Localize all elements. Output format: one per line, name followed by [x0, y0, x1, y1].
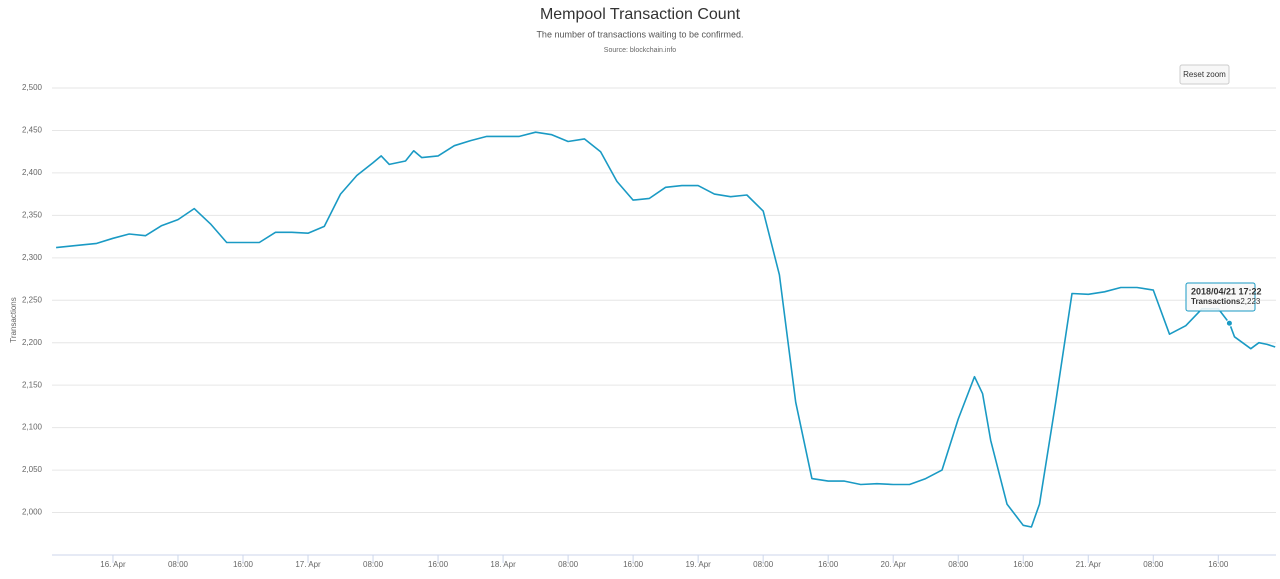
tooltip-title: 2018/04/21 17:22: [1191, 286, 1262, 296]
x-tick-label: 08:00: [363, 560, 384, 569]
series-line: [56, 131, 1276, 528]
x-tick-label: 20. Apr: [881, 560, 907, 569]
tooltip-value: 2,223: [1240, 297, 1261, 306]
x-tick-label: 16:00: [428, 560, 449, 569]
chart-source: Source: blockchain.info: [604, 47, 676, 54]
y-axis-title: Transactions: [9, 297, 18, 343]
x-tick-label: 16:00: [818, 560, 839, 569]
x-tick-label: 16:00: [1208, 560, 1229, 569]
y-tick-label: 2,200: [22, 338, 43, 347]
x-tick-label: 18. Apr: [490, 560, 516, 569]
x-tick-label: 16:00: [1013, 560, 1034, 569]
x-tick-label: 19. Apr: [685, 560, 711, 569]
tooltip-series: Transactions: [1191, 297, 1241, 306]
x-tick-label: 16:00: [623, 560, 644, 569]
x-tick-label: 16:00: [233, 560, 254, 569]
button-frame[interactable]: [1179, 64, 1230, 85]
reset-zoom-button[interactable]: Reset zoom: [1179, 64, 1230, 85]
button-label[interactable]: Reset zoom: [1183, 70, 1226, 79]
y-tick-label: 2,350: [22, 210, 43, 219]
tooltip-box: [1185, 282, 1256, 312]
x-tick-label: 21. Apr: [1076, 560, 1102, 569]
hover-marker: [1225, 319, 1233, 327]
tooltip: 2018/04/21 17:22Transactions2,223: [1185, 282, 1262, 312]
x-tick-label: 08:00: [168, 560, 189, 569]
y-tick-label: 2,150: [22, 380, 43, 389]
x-tick-label: 16. Apr: [100, 560, 126, 569]
x-tick-label: 17. Apr: [295, 560, 321, 569]
x-tick-label: 08:00: [948, 560, 969, 569]
y-tick-label: 2,050: [22, 465, 43, 474]
y-tick-label: 2,500: [22, 83, 43, 92]
y-tick-label: 2,400: [22, 168, 43, 177]
y-tick-label: 2,100: [22, 423, 43, 432]
y-tick-label: 2,000: [22, 508, 43, 517]
y-tick-label: 2,250: [22, 295, 43, 304]
chart-title: Mempool Transaction Count: [540, 6, 741, 23]
chart-subtitle: The number of transactions waiting to be…: [536, 29, 743, 39]
y-tick-label: 2,300: [22, 253, 43, 262]
tooltip-body: Transactions2,223: [1191, 297, 1261, 306]
x-tick-label: 08:00: [558, 560, 579, 569]
x-tick-label: 08:00: [1143, 560, 1164, 569]
y-tick-label: 2,450: [22, 126, 43, 135]
x-tick-label: 08:00: [753, 560, 774, 569]
